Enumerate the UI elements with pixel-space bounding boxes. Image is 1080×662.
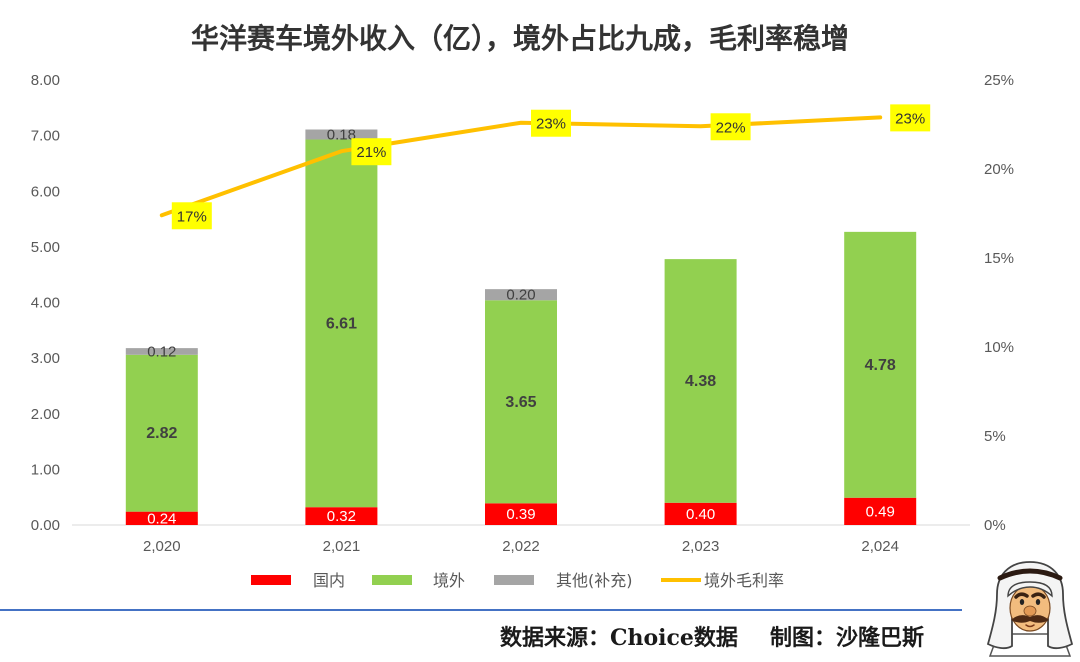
legend-swatch-other bbox=[494, 575, 534, 585]
legend-label-other: 其他(补充) bbox=[556, 571, 633, 590]
bar-data-label: 0.24 bbox=[147, 510, 176, 527]
bar-data-label: 3.65 bbox=[505, 394, 536, 411]
bar-data-label: 4.38 bbox=[685, 373, 716, 390]
chart-area: 0.00 1.00 2.00 3.00 4.00 5.00 6.00 7.00 8.00 0% 5%… bbox=[31, 72, 1014, 590]
y-left-tick-label: 5.00 bbox=[31, 239, 60, 256]
bar-data-label: 0.49 bbox=[866, 503, 895, 520]
legend-swatch-domestic bbox=[251, 575, 291, 585]
axis-tick-labels: 0.00 1.00 2.00 3.00 4.00 5.00 6.00 7.00 8.00 0% 5%… bbox=[31, 72, 1014, 555]
bar-data-label: 6.61 bbox=[326, 315, 357, 332]
bar-segment-series-0 bbox=[664, 502, 737, 525]
y-left-tick-label: 6.00 bbox=[31, 183, 60, 200]
avatar-right-eyebrow bbox=[1031, 592, 1046, 599]
line-data-label-box bbox=[890, 104, 931, 132]
avatar-left-eyebrow bbox=[1014, 592, 1029, 599]
legend-label-domestic: 国内 bbox=[313, 571, 345, 590]
stacked-bars bbox=[125, 129, 917, 525]
bar-data-label: 4.78 bbox=[865, 357, 896, 374]
bar-data-label: 0.32 bbox=[327, 508, 356, 525]
bar-segment-series-1 bbox=[125, 354, 198, 512]
gross-margin-line-series: 17% 21% 23% 22% 23% bbox=[159, 104, 931, 230]
avatar-head-band bbox=[997, 568, 1063, 581]
x-tick-label: 2,022 bbox=[502, 538, 540, 555]
line-data-label-box bbox=[710, 113, 751, 141]
y-right-tick-label: 0% bbox=[984, 517, 1006, 534]
bar-segment-series-0 bbox=[844, 497, 917, 525]
bar-segment-series-2 bbox=[305, 129, 378, 140]
avatar-mouth bbox=[1025, 624, 1035, 628]
y-left-tick-label: 7.00 bbox=[31, 128, 60, 145]
line-data-label-box bbox=[531, 109, 571, 137]
chart-title: 华洋赛车境外收入（亿），境外占比九成，毛利率稳增 bbox=[190, 22, 849, 55]
y-right-tick-label: 15% bbox=[984, 250, 1014, 267]
y-right-tick-label: 10% bbox=[984, 339, 1014, 356]
avatar-illustration bbox=[986, 561, 1074, 657]
y-left-tick-label: 2.00 bbox=[31, 406, 60, 423]
bar-segment-series-1 bbox=[664, 259, 737, 503]
legend-label-gross-margin: 境外毛利率 bbox=[704, 571, 784, 590]
line-data-label-box bbox=[351, 138, 392, 166]
bar-data-label: 0.40 bbox=[686, 506, 715, 523]
bar-segment-series-1 bbox=[305, 139, 378, 508]
avatar-mustache bbox=[1011, 615, 1049, 623]
chart-credit: 制图：沙隆巴斯 bbox=[770, 625, 925, 651]
y-left-tick-label: 1.00 bbox=[31, 461, 60, 478]
legend: 国内 境外 其他(补充) 境外毛利率 bbox=[251, 571, 784, 590]
avatar-headscarf-rim bbox=[1007, 581, 1053, 598]
bar-segment-series-1 bbox=[485, 300, 557, 504]
x-tick-label: 2,020 bbox=[143, 538, 181, 555]
y-right-tick-label: 20% bbox=[984, 161, 1014, 178]
bar-data-labels: 0.24 2.82 0.12 0.32 6.61 0.18 0.39 3.65 0.20 0.40… bbox=[146, 127, 896, 528]
gross-margin-line bbox=[159, 115, 883, 218]
bar-data-label: 0.12 bbox=[147, 343, 176, 360]
bar-segment-series-0 bbox=[485, 503, 557, 525]
avatar-right-eye bbox=[1035, 599, 1041, 605]
bar-segment-series-2 bbox=[125, 348, 198, 355]
avatar-nose bbox=[1023, 605, 1037, 617]
bar-data-label: 2.82 bbox=[146, 425, 177, 442]
bar-segment-series-0 bbox=[125, 511, 198, 525]
bar-data-label: 0.39 bbox=[506, 506, 535, 523]
bar-segment-series-0 bbox=[305, 507, 378, 525]
x-tick-label: 2,024 bbox=[861, 538, 899, 555]
bar-data-label: 0.20 bbox=[506, 287, 535, 304]
line-data-label: 23% bbox=[895, 110, 925, 127]
line-data-label-box bbox=[171, 202, 212, 230]
y-right-tick-label: 5% bbox=[984, 428, 1006, 445]
bar-data-label: 0.18 bbox=[327, 127, 356, 144]
y-left-tick-label: 4.00 bbox=[31, 295, 60, 312]
line-data-label: 21% bbox=[356, 144, 386, 161]
line-data-label: 17% bbox=[177, 208, 207, 225]
legend-label-overseas: 境外 bbox=[433, 571, 465, 590]
data-source-note: 数据来源：Choice数据 bbox=[500, 625, 738, 651]
y-left-tick-label: 3.00 bbox=[31, 350, 60, 367]
y-left-tick-label: 0.00 bbox=[31, 517, 60, 534]
line-data-label: 23% bbox=[536, 116, 566, 133]
y-left-tick-label: 8.00 bbox=[31, 72, 60, 89]
line-data-label: 22% bbox=[716, 119, 746, 136]
avatar-left-eye bbox=[1019, 599, 1025, 605]
legend-swatch-overseas bbox=[372, 575, 412, 585]
x-tick-label: 2,021 bbox=[323, 538, 361, 555]
footer-divider bbox=[0, 609, 962, 611]
bar-segment-series-2 bbox=[485, 289, 557, 301]
y-right-tick-label: 25% bbox=[984, 72, 1014, 89]
bar-segment-series-1 bbox=[844, 231, 917, 498]
x-tick-label: 2,023 bbox=[682, 538, 720, 555]
